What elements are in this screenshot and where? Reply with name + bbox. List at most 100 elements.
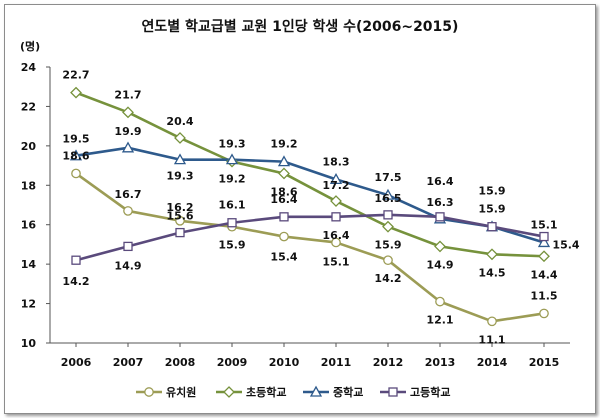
series-line-3 — [75, 146, 545, 244]
data-point-marker — [121, 141, 135, 153]
data-point-marker — [539, 308, 549, 319]
data-point-marker — [173, 153, 187, 165]
data-label: 19.5 — [62, 133, 89, 146]
data-point-marker — [486, 248, 498, 261]
data-point-marker — [175, 227, 185, 238]
data-point-marker — [537, 236, 551, 248]
data-label: 17.5 — [374, 171, 401, 184]
data-label: 12.1 — [426, 314, 453, 327]
data-label: 15.6 — [166, 210, 193, 223]
legend-label: 중학교 — [333, 385, 363, 399]
data-point-marker — [123, 206, 133, 216]
data-label: 16.4 — [322, 229, 349, 242]
y-tick-label: 18 — [21, 179, 36, 192]
data-point-marker — [329, 173, 343, 185]
data-point-marker — [174, 132, 186, 144]
y-tick-label: 10 — [21, 337, 37, 350]
data-label: 16.3 — [426, 196, 453, 209]
data-point-marker — [435, 212, 445, 222]
data-point-marker — [70, 86, 82, 99]
data-label: 14.2 — [62, 275, 89, 288]
x-tick-label: 2011 — [321, 356, 352, 369]
legend-label: 고등학교 — [410, 385, 450, 399]
data-point-marker — [330, 195, 342, 207]
data-label: 11.1 — [478, 333, 505, 346]
data-point-marker — [435, 296, 445, 307]
data-label: 19.2 — [270, 138, 297, 151]
data-label: 15.1 — [322, 255, 349, 268]
data-label: 19.3 — [166, 170, 193, 183]
series-line-1 — [75, 172, 545, 323]
data-point-marker — [277, 155, 291, 167]
data-point-marker — [278, 167, 290, 180]
x-tick-label: 2009 — [217, 356, 248, 369]
legend-label: 초등학교 — [246, 385, 286, 399]
y-tick-label: 20 — [21, 140, 37, 153]
chart-frame — [4, 4, 596, 414]
series-line-4 — [75, 213, 545, 262]
x-tick-label: 2006 — [61, 356, 92, 369]
y-tick-label: 12 — [21, 298, 36, 311]
data-point-marker — [71, 255, 81, 265]
data-label: 16.4 — [270, 193, 297, 206]
data-label: 19.2 — [218, 173, 245, 186]
data-label: 16.2 — [166, 201, 193, 214]
data-label: 20.4 — [166, 115, 193, 128]
data-label: 18.6 — [270, 185, 297, 198]
data-point-marker — [279, 231, 289, 242]
legend-marker-swatch — [309, 385, 323, 397]
legend: 유치원 초등학교 중학교 고등학교 — [136, 385, 450, 399]
data-label: 15.9 — [218, 239, 245, 252]
data-label: 18.6 — [62, 149, 89, 162]
data-point-marker — [331, 212, 341, 222]
data-label: 17.2 — [322, 179, 349, 192]
y-axis-unit-label: (명) — [20, 39, 40, 53]
data-point-marker — [331, 237, 341, 248]
data-label: 14.2 — [374, 272, 401, 285]
data-point-marker — [538, 250, 550, 263]
data-label: 16.4 — [426, 175, 453, 188]
data-point-marker — [382, 220, 394, 233]
data-label: 14.9 — [114, 259, 141, 272]
axes: 10 12 14 16 18 20 22 24 2006 2007 2008 2009 2010 2011… — [21, 61, 570, 369]
y-tick-label: 16 — [21, 219, 37, 232]
data-label: 16.7 — [114, 188, 141, 201]
data-point-marker — [123, 241, 133, 252]
series-lines — [75, 91, 545, 323]
data-point-marker — [487, 222, 497, 232]
data-label: 15.4 — [552, 239, 579, 252]
data-point-marker — [383, 255, 393, 266]
x-tick-label: 2015 — [529, 356, 560, 369]
legend-marker-swatch — [144, 387, 154, 397]
data-point-marker — [175, 215, 185, 226]
series-markers — [69, 86, 551, 327]
data-label: 15.9 — [478, 203, 505, 216]
data-label: 22.7 — [62, 69, 89, 82]
y-tick-label: 24 — [21, 61, 37, 74]
x-tick-label: 2014 — [477, 356, 508, 369]
data-label: 19.3 — [218, 138, 245, 151]
data-point-marker — [225, 153, 239, 165]
data-label: 14.9 — [426, 258, 453, 271]
y-tick-label: 14 — [21, 258, 37, 271]
data-point-marker — [381, 188, 395, 200]
data-label: 19.9 — [114, 125, 141, 138]
data-point-marker — [539, 231, 549, 242]
y-tick-label: 22 — [21, 100, 36, 113]
data-point-marker — [69, 149, 83, 161]
data-label: 21.7 — [114, 88, 141, 101]
data-label: 15.9 — [374, 239, 401, 252]
data-label: 14.4 — [530, 268, 557, 281]
data-point-marker — [487, 316, 497, 327]
data-label: 18.3 — [322, 155, 349, 168]
data-point-marker — [434, 240, 446, 253]
data-point-marker — [122, 106, 134, 119]
data-point-marker — [227, 218, 237, 228]
data-point-marker — [383, 210, 393, 220]
legend-marker-swatch — [388, 387, 398, 397]
x-tick-label: 2007 — [113, 356, 144, 369]
x-tick-label: 2013 — [425, 356, 456, 369]
data-labels: 18.6 16.7 16.2 15.9 15.4 15.1 14.2 12.1 11.1 11.5… — [62, 69, 579, 347]
data-label: 15.1 — [530, 218, 557, 231]
